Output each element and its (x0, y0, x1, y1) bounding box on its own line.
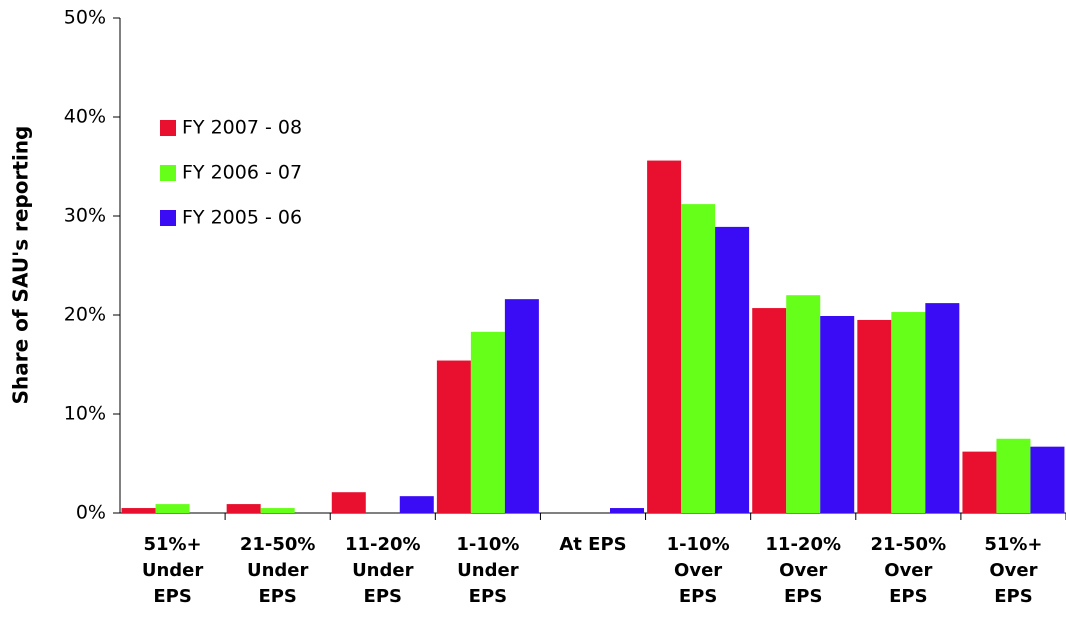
bar (891, 312, 926, 513)
x-tick-label: 21-50% Over EPS (871, 534, 947, 607)
bar (786, 295, 821, 513)
legend-swatch (160, 120, 176, 136)
legend-label: FY 2005 - 06 (182, 207, 302, 229)
legend-swatch (160, 210, 176, 226)
bar (121, 508, 156, 513)
bar (399, 496, 434, 513)
bar (925, 303, 960, 513)
bar (996, 438, 1031, 513)
bar (260, 508, 295, 513)
bar (752, 308, 787, 513)
bar (857, 319, 892, 513)
bar (436, 360, 471, 513)
legend-swatch (160, 165, 176, 181)
bar (331, 492, 366, 513)
y-tick-label: 40% (64, 106, 106, 128)
x-tick-label: 1-10% Over EPS (667, 534, 730, 607)
bar (504, 299, 539, 513)
legend-label: FY 2006 - 07 (182, 162, 302, 184)
x-tick-label: 51%+ Under EPS (142, 534, 204, 607)
bar (962, 451, 997, 513)
bar (155, 504, 190, 513)
y-tick-label: 30% (64, 205, 106, 227)
y-axis-label: Share of SAU's reporting (9, 126, 33, 405)
bar (715, 226, 750, 513)
bar (820, 315, 855, 513)
x-tick-label: 1-10% Under EPS (456, 534, 519, 607)
y-tick-label: 10% (64, 403, 106, 425)
bar (647, 160, 682, 513)
bar (681, 204, 716, 513)
x-tick-label: At EPS (559, 534, 626, 555)
x-tick-label: 11-20% Under EPS (345, 534, 421, 607)
y-tick-label: 0% (76, 502, 106, 524)
y-tick-label: 50% (64, 7, 106, 29)
legend-label: FY 2007 - 08 (182, 117, 302, 139)
bar (226, 504, 261, 513)
y-tick-label: 20% (64, 304, 106, 326)
x-tick-label: 51%+ Over EPS (984, 534, 1042, 607)
bar (610, 508, 644, 513)
bar (1030, 446, 1065, 513)
x-tick-label: 11-20% Over EPS (765, 534, 841, 607)
bar (470, 331, 505, 513)
x-tick-label: 21-50% Under EPS (240, 534, 316, 607)
